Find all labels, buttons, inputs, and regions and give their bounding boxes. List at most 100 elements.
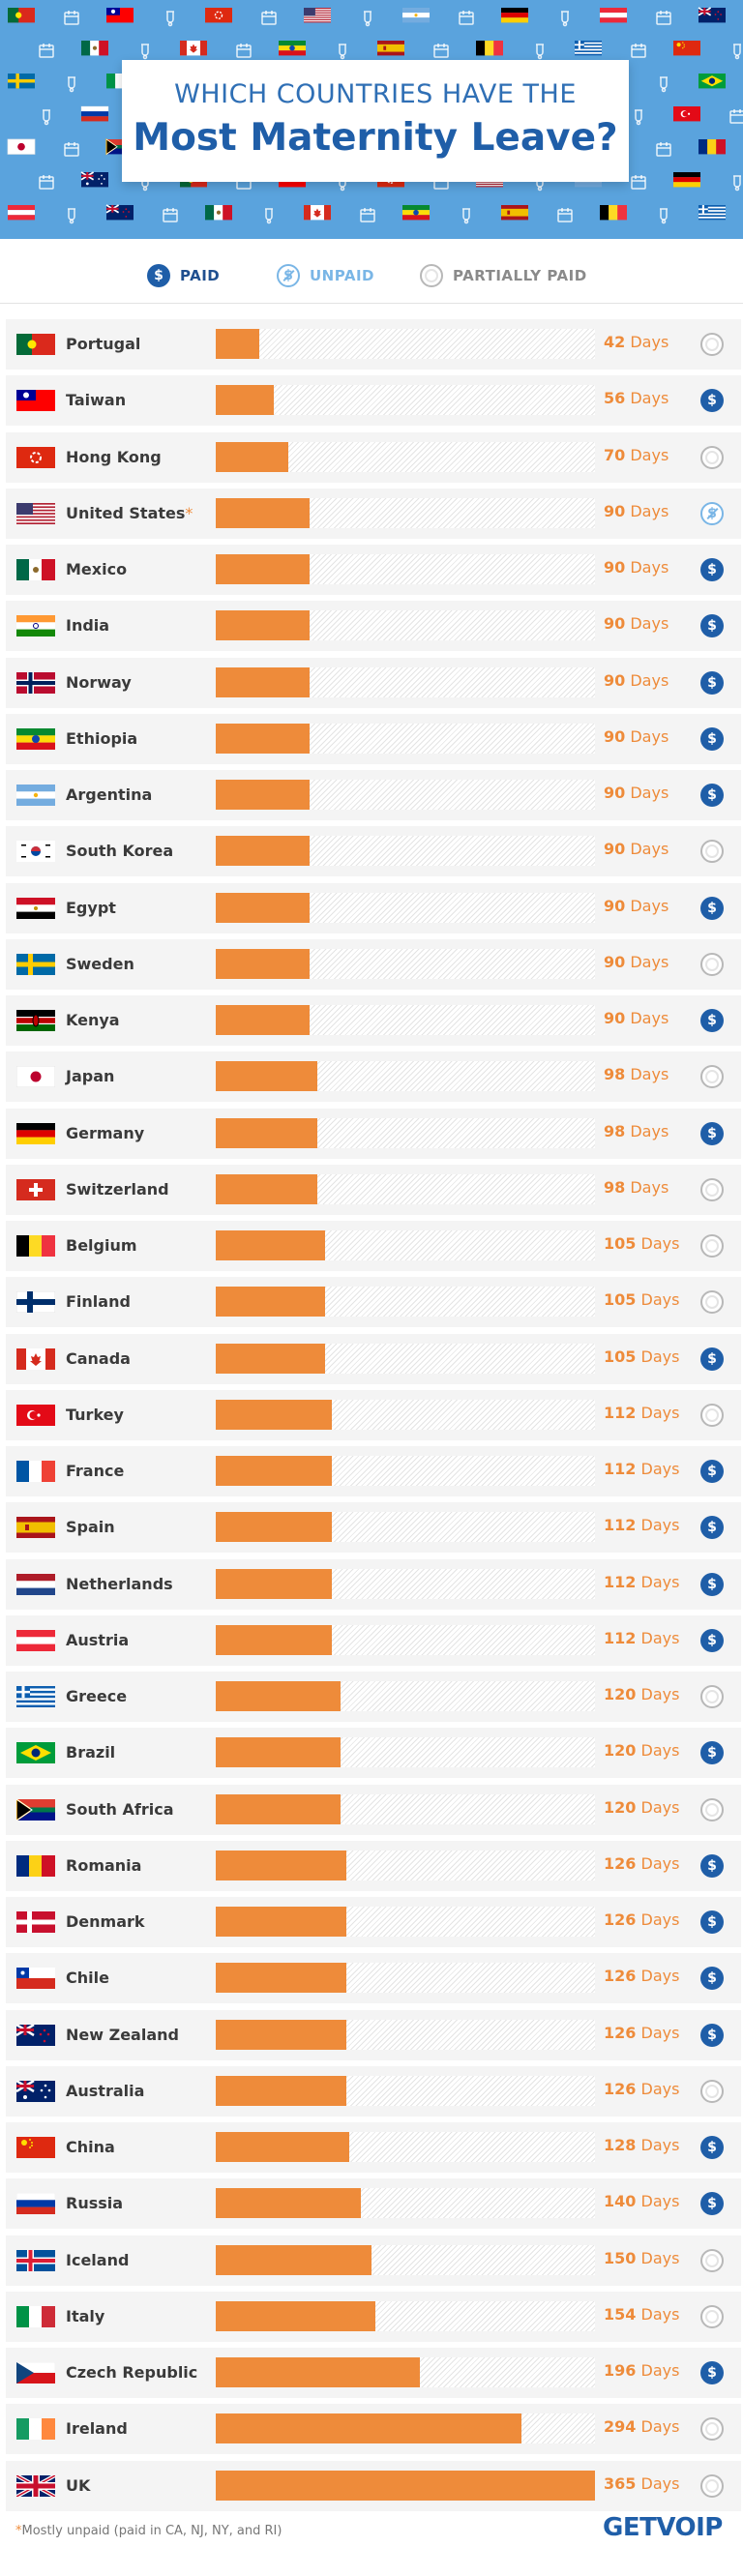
days-unit: Days [630,1177,669,1197]
row-norway: Norway 90 Days $ [0,655,743,711]
bar-norway [216,666,310,697]
country-label: South Korea [66,842,173,860]
dollar-coin-icon: $ [700,2192,724,2216]
flag-turkey-icon [16,1404,55,1426]
country-label: Belgium [66,1236,137,1255]
row-romania: Romania 126 Days $ [0,1838,743,1894]
days-value: 112 [604,1572,637,1591]
country-label: Italy [66,2307,104,2325]
bar-japan [216,1061,318,1092]
dollar-coin-icon: $ [700,726,724,751]
country-label: Argentina [66,785,152,804]
data-label: 126 Days [604,1910,679,1929]
bar-france [216,1456,333,1486]
bar-denmark [216,1907,347,1937]
flag-india-icon [16,615,55,637]
data-label: 70 Days [604,446,669,464]
flag-sweden-icon [16,953,55,975]
dollar-coin-icon: $ [700,389,724,413]
dollar-coin-icon: $ [700,1967,724,1991]
country-name: Netherlands [66,1574,173,1593]
bar-greece [216,1681,341,1711]
country-name: Belgium [66,1236,137,1255]
days-value: 150 [604,2248,637,2267]
bar-austria [216,1624,333,1655]
days-unit: Days [640,1290,680,1310]
flag-finland-icon [16,1291,55,1314]
data-label: 90 Days [604,614,669,633]
dollar-coin-icon: $ [700,1628,724,1652]
country-label: Sweden [66,955,134,973]
row-netherlands: Netherlands 112 Days $ [0,1556,743,1613]
country-name: China [66,2138,115,2156]
days-unit: Days [630,501,669,520]
row-russia: Russia 140 Days $ [0,2176,743,2232]
bar-argentina [216,780,310,810]
days-unit: Days [640,1910,680,1929]
days-unit: Days [640,1460,680,1478]
half-coin-icon [700,952,724,976]
data-label: 105 Days [604,1347,679,1366]
days-value: 126 [604,1853,637,1873]
data-label: 128 Days [604,2136,679,2154]
days-value: 112 [604,1628,637,1647]
row-spain: Spain 112 Days $ [0,1499,743,1555]
country-label: South Africa [66,1800,174,1819]
days-unit: Days [640,1234,680,1253]
header-banner: WHICH COUNTRIES HAVE THE Most Maternity … [0,0,743,239]
country-name: France [66,1462,125,1480]
days-value: 98 [604,1121,626,1140]
country-name: New Zealand [66,2025,179,2044]
country-name: Italy [66,2306,105,2325]
data-label: 98 Days [604,1065,669,1083]
days-value: 90 [604,726,626,746]
country-label: India [66,616,109,635]
dollar-coin-icon: $ [700,2136,724,2159]
bar-india [216,610,310,641]
row-canada: Canada 105 Days $ [0,1331,743,1387]
country-label: Chile [66,1969,109,1987]
country-label: Japan [66,1067,114,1085]
bar-romania [216,1850,347,1880]
half-coin-icon [700,2079,724,2103]
dollar-coin-icon: $ [700,784,724,807]
country-label: Finland [66,1292,131,1311]
row-egypt: Egypt 90 Days $ [0,880,743,936]
country-name: Norway [66,672,132,692]
data-label: 126 Days [604,2024,679,2042]
row-turkey: Turkey 112 Days [0,1387,743,1443]
days-unit: Days [640,1516,680,1535]
crossed-dollar-icon: $ [277,264,300,287]
flag-mexico-icon [16,559,55,580]
days-value: 112 [604,1516,637,1535]
bar-taiwan [216,385,275,416]
data-label: 56 Days [604,389,669,407]
row-ireland: Ireland 294 Days [0,2401,743,2457]
bar-czech-republic [216,2357,420,2387]
dollar-coin-icon: $ [700,2361,724,2384]
country-name: Kenya [66,1011,120,1029]
flag-austria-icon [16,1629,55,1651]
data-label: 120 Days [604,1685,679,1703]
days-value: 112 [604,1403,637,1422]
bar-sweden [216,948,310,979]
days-value: 90 [604,896,626,915]
flag-russia-icon [16,2193,55,2215]
days-value: 140 [604,2192,637,2211]
data-label: 90 Days [604,727,669,746]
bar-track [216,385,595,416]
data-label: 90 Days [604,953,669,971]
days-unit: Days [640,1967,680,1986]
bar-turkey [216,1399,333,1430]
row-china: China 128 Days $ [0,2119,743,2176]
flag-australia-icon [16,2080,55,2102]
days-value: 126 [604,2079,637,2098]
row-uk: UK 365 Days [0,2458,743,2514]
days-unit: Days [640,1797,680,1817]
days-unit: Days [630,840,669,859]
days-unit: Days [640,1572,680,1591]
row-kenya: Kenya 90 Days $ [0,992,743,1049]
country-label: Spain [66,1518,115,1536]
row-chile: Chile 126 Days $ [0,1950,743,2006]
country-name: Ethiopia [66,728,138,748]
